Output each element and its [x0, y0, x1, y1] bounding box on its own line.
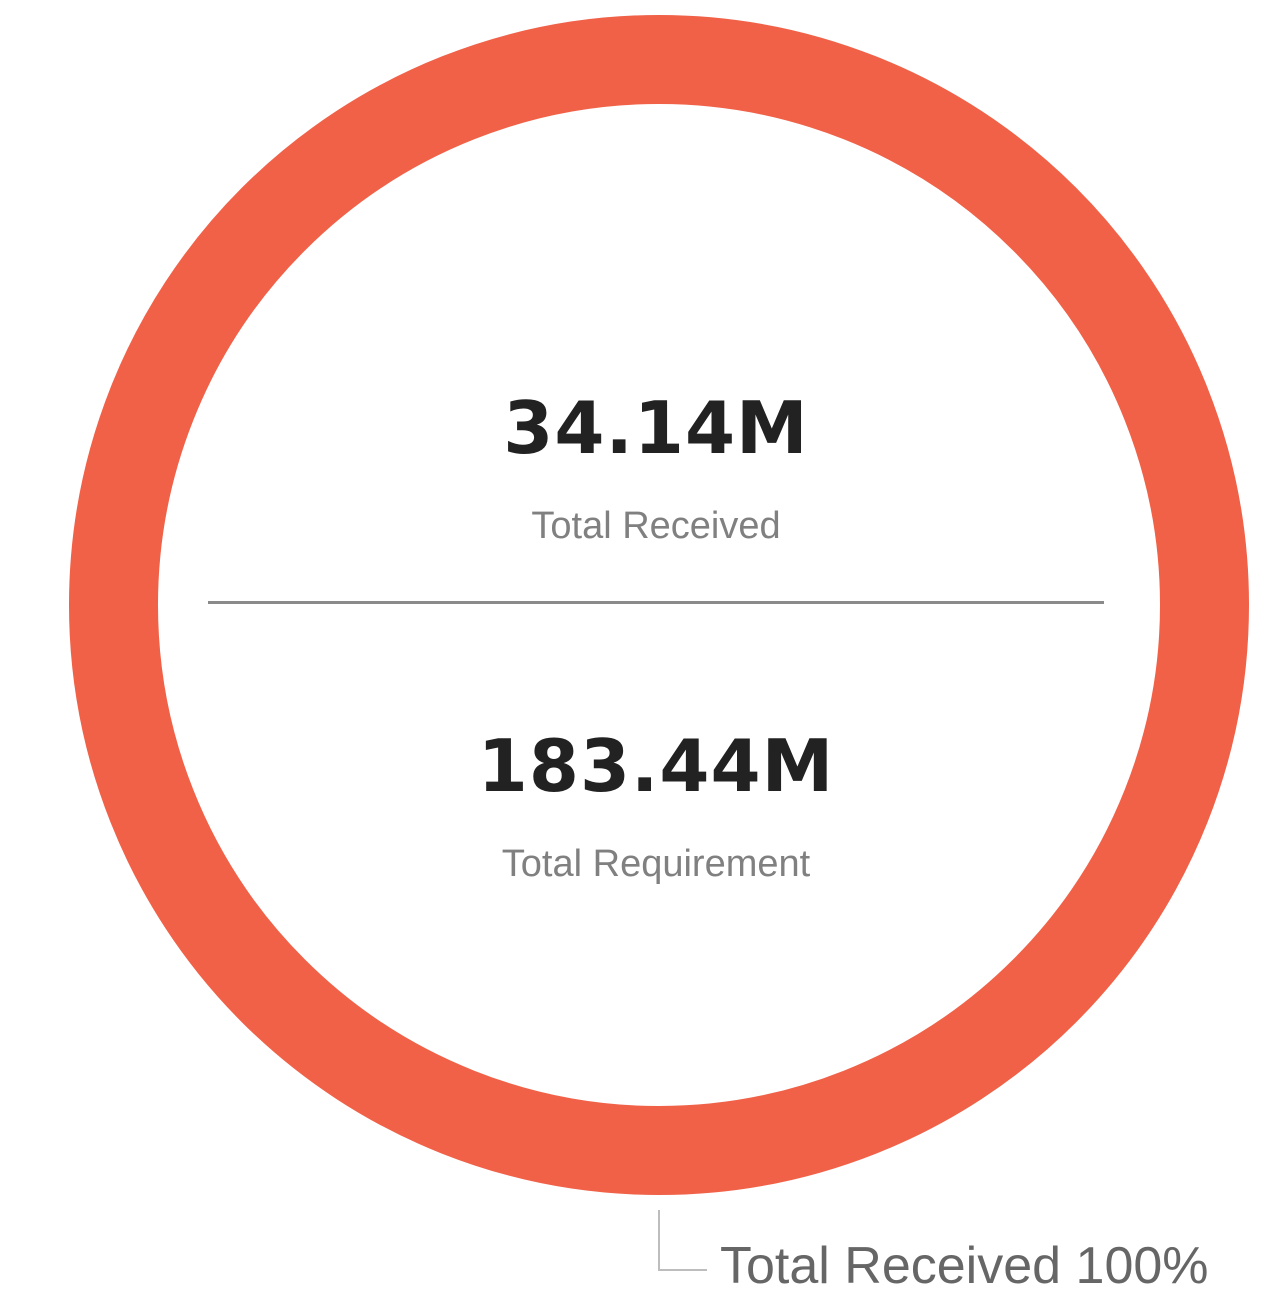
divider-line	[208, 601, 1104, 604]
donut-slice-total-received	[69, 15, 1249, 1195]
total-received-label: Total Received	[531, 505, 781, 547]
total-received-value: 34.14M	[503, 386, 809, 470]
leader-line	[658, 1210, 707, 1271]
slice-data-label: Total Received 100%	[720, 1237, 1209, 1295]
total-requirement-value: 183.44M	[477, 724, 835, 808]
total-requirement-label: Total Requirement	[501, 843, 811, 885]
donut-slices	[69, 15, 1249, 1195]
